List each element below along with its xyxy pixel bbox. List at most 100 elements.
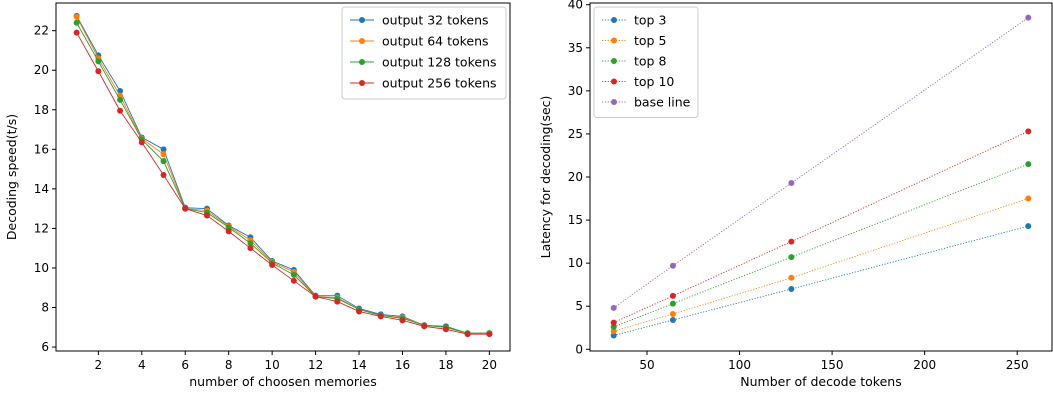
left-chart-panel: 2 4 6 8 10 12 14 16 18 20 6 8 10 12 14 16 18 20 22 number o… — [4, 2, 511, 389]
legend-marker — [611, 17, 617, 23]
y-tick-label: 14 — [34, 182, 49, 196]
y-tick-label: 10 — [34, 261, 49, 275]
data-point — [247, 240, 254, 247]
y-axis-label: Decoding speed(t/s) — [4, 114, 19, 240]
data-point — [669, 316, 676, 323]
legend-marker — [611, 37, 617, 44]
legend-label: output 64 tokens — [382, 34, 489, 49]
x-tick-label: 12 — [308, 358, 323, 372]
data-point — [334, 298, 341, 305]
x-axis-label: number of choosen memories — [189, 374, 376, 389]
data-point — [117, 107, 124, 114]
legend-label: base line — [634, 95, 691, 110]
series-3 — [610, 161, 1032, 330]
data-point — [73, 13, 80, 20]
data-point — [160, 158, 167, 165]
y-tick-label: 25 — [568, 127, 583, 141]
data-point — [669, 262, 676, 269]
data-point — [669, 300, 676, 307]
legend: output 32 tokens output 64 tokens output 1… — [341, 6, 507, 100]
data-point — [442, 326, 449, 333]
series-2 — [610, 195, 1032, 335]
data-point — [73, 19, 80, 26]
data-point — [290, 277, 297, 284]
y-tick-label: 10 — [568, 256, 583, 270]
data-point — [669, 292, 676, 299]
series-line — [613, 225, 1029, 336]
x-tick-label: 14 — [351, 358, 366, 372]
legend-frame — [341, 6, 507, 100]
y-tick-label: 30 — [568, 84, 583, 98]
legend-marker — [359, 17, 365, 23]
y-tick-label: 12 — [34, 221, 49, 235]
data-point — [610, 304, 617, 311]
y-tick-label: 35 — [568, 41, 583, 55]
legend: top 3 top 5 top 8 top 10 base line — [593, 6, 699, 118]
plot-frame — [55, 2, 511, 352]
data-point — [117, 96, 124, 103]
series-1 — [610, 223, 1032, 339]
data-point — [788, 285, 795, 292]
x-tick-label: 8 — [225, 358, 233, 372]
y-tick-label: 18 — [34, 103, 49, 117]
legend-label: top 8 — [634, 54, 666, 69]
legend-marker — [611, 58, 617, 64]
x-tick-label: 6 — [181, 358, 189, 372]
data-point — [669, 310, 676, 317]
data-point — [95, 68, 102, 75]
legend-marker — [611, 99, 617, 105]
legend-marker — [359, 80, 365, 86]
series-4 — [73, 29, 493, 338]
data-point — [788, 238, 795, 245]
data-point — [160, 151, 167, 158]
data-point — [269, 261, 276, 268]
x-tick-label: 10 — [264, 358, 279, 372]
legend-frame — [593, 6, 699, 118]
data-point — [1025, 223, 1032, 230]
data-point — [290, 271, 297, 278]
legend-marker — [359, 38, 365, 44]
data-point — [182, 205, 189, 212]
series-line — [613, 198, 1029, 332]
legend-label: top 5 — [634, 33, 666, 48]
data-point — [610, 323, 617, 330]
legend-label: output 32 tokens — [382, 13, 489, 28]
data-point — [73, 29, 80, 36]
y-tick-label: 6 — [41, 340, 49, 354]
data-point — [464, 331, 471, 338]
x-tick-label: 50 — [639, 358, 654, 372]
y-tick-label: 8 — [41, 301, 49, 315]
data-point — [1025, 195, 1032, 202]
data-point — [377, 313, 384, 320]
series-4 — [610, 128, 1032, 326]
series-line — [76, 32, 490, 335]
x-tick-label: 18 — [438, 358, 453, 372]
x-tick-label: 200 — [913, 358, 936, 372]
y-tick-label: 20 — [568, 170, 583, 184]
data-point — [610, 328, 617, 335]
legend-marker — [611, 78, 617, 85]
y-tick-label: 15 — [568, 213, 583, 227]
y-tick-label: 40 — [568, 0, 583, 12]
x-tick-label: 250 — [1006, 358, 1029, 372]
data-point — [138, 139, 145, 146]
data-point — [203, 212, 210, 219]
data-point — [1025, 161, 1032, 168]
data-point — [247, 245, 254, 252]
series-line — [613, 130, 1029, 323]
data-point — [1025, 128, 1032, 135]
data-point — [312, 293, 319, 300]
data-point — [399, 317, 406, 324]
x-tick-label: 2 — [95, 358, 103, 372]
data-point — [95, 58, 102, 65]
y-tick-label: 5 — [575, 299, 583, 313]
x-tick-label: 20 — [482, 358, 497, 372]
data-point — [486, 331, 493, 338]
y-tick-label: 22 — [34, 24, 49, 38]
y-tick-label: 16 — [34, 142, 49, 156]
series-line — [613, 17, 1029, 309]
legend-label: top 10 — [634, 74, 674, 89]
data-point — [788, 254, 795, 261]
data-point — [788, 180, 795, 187]
